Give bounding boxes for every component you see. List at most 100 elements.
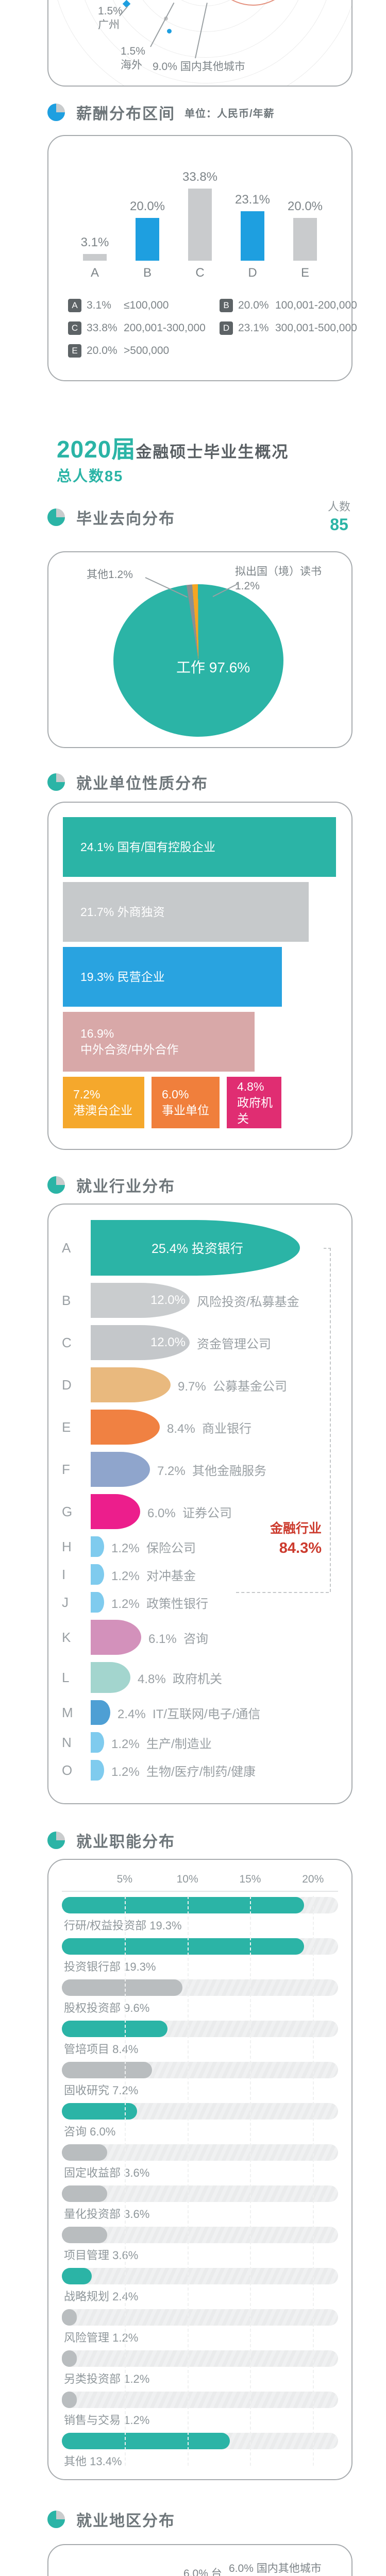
industry-row: B 12.0% 风险投资/私募基金: [62, 1283, 338, 1318]
salary-chart-card: 3.1% 20.0% 33.8% 23.1% 20.0% A B C D E A 3.1…: [47, 135, 357, 381]
industry-letter: H: [62, 1538, 72, 1554]
pie-callout-other: 其他1.2%: [87, 569, 133, 581]
bar-track: [62, 2227, 338, 2244]
bar: [188, 188, 212, 261]
legend-percent: 33.8%: [87, 322, 118, 334]
bar-rows: 行研/权益投资部 19.3% 投资银行部 19.3% 股权投资部 9.6% 管培…: [62, 1897, 338, 2469]
chart-axis: 5% 10% 15% 20%: [62, 1873, 338, 1892]
legend-letter-badge: E: [68, 344, 81, 358]
industry-petal: [91, 1760, 104, 1781]
gridline: [313, 1896, 314, 2466]
horizontal-bar-chart: 5% 10% 15% 20% 行研/权益投资部 19.3% 投资银行部 19.3% 股…: [62, 1873, 338, 2469]
function-bar-row: 管培项目 8.4%: [62, 2021, 338, 2057]
bar-category-label: C: [195, 266, 205, 280]
region-callout-overseas: 1.5% 海外: [121, 44, 145, 73]
industry-petal: 12.0%: [91, 1283, 190, 1318]
legend-item: A 3.1% ≤100,000: [68, 299, 216, 312]
headcount-badge: 人数 85: [328, 500, 350, 535]
industry-petal: [91, 1452, 150, 1487]
bar-fill: [62, 2021, 167, 2038]
bar-column: 20.0%: [129, 199, 166, 261]
function-bar-row: 战略规划 2.4%: [62, 2268, 338, 2304]
callout-name: 海外: [121, 59, 142, 72]
bar-fill: [62, 2227, 107, 2244]
finance-industry-bracket: [330, 1248, 331, 1592]
bar-fill: [62, 1938, 305, 1955]
industry-percent: 12.0%: [150, 1293, 186, 1308]
bar-track: [62, 2185, 338, 2202]
industry-row: A 25.4% 投资银行: [62, 1220, 338, 1276]
industry-letter: I: [62, 1566, 66, 1582]
functions-section-header: 就业职能分布: [47, 1829, 353, 1852]
function-bar-label: 风险管理 1.2%: [64, 2331, 139, 2345]
bar: [136, 218, 159, 261]
bar-categories: A B C D E: [63, 266, 337, 280]
industry-letter: C: [62, 1334, 72, 1350]
bar: [83, 254, 107, 261]
axis-tick: 20%: [302, 1873, 324, 1886]
function-bar-row: 销售与交易 1.2%: [62, 2392, 338, 2428]
industry-label: 1.2% 生物/医疗/制药/健康: [111, 1765, 256, 1779]
legend-letter-badge: C: [68, 321, 81, 335]
function-bar-label: 销售与交易 1.2%: [64, 2414, 150, 2427]
industry-letter: B: [62, 1292, 71, 1308]
industry-row: M 2.4% IT/互联网/电子/通信: [62, 1700, 338, 1725]
section-title: 就业地区分布: [76, 2513, 175, 2530]
bar-fill: [62, 2268, 92, 2285]
industry-section-header: 就业行业分布: [47, 1174, 353, 1196]
bar-fill: [62, 1979, 182, 1996]
industry-label: 6.0% 证券公司: [147, 1506, 232, 1520]
industry-chart-card: A 25.4% 投资银行 B 12.0% 风险投资/私募基金 C 12.0% 资…: [47, 1204, 353, 1805]
industry-letter: O: [62, 1762, 73, 1778]
pie-chart-icon: [47, 2511, 65, 2529]
function-bar-label: 项目管理 3.6%: [64, 2249, 139, 2262]
bar: [293, 218, 317, 261]
program-title: 金融硕士毕业生概况: [136, 443, 289, 461]
salary-section-header: 薪酬分布区间 单位：人民币/年薪: [47, 101, 353, 124]
bracket-connector: [236, 1592, 329, 1594]
legend-letter-badge: B: [220, 299, 233, 312]
region-callout-other-cities: 9.0% 国内其他城市: [153, 60, 245, 74]
industry-petal: [91, 1592, 104, 1613]
bar-column: 20.0%: [287, 199, 324, 261]
bar-track: [62, 2309, 338, 2326]
bar-value-label: 20.0%: [287, 199, 323, 213]
employer-block: 4.8% 政府机关: [227, 1077, 281, 1129]
function-bar-label: 固定收益部 3.6%: [64, 2166, 150, 2180]
employer-blocks-card: 24.1% 国有/国有控股企业 21.7% 外商独资 19.3% 民营企业 16.9%…: [47, 802, 353, 1150]
section-title: 就业职能分布: [76, 1834, 175, 1851]
industry-letter: F: [62, 1461, 70, 1477]
legend-item: E 20.0% >500,000: [68, 344, 216, 358]
previous-region-chart-card-partial: 1.5% 广州 1.5% 海外 9.0% 国内其他城市: [47, 0, 353, 87]
bar-fill: [62, 2392, 77, 2409]
function-bar-row: 项目管理 3.6%: [62, 2227, 338, 2263]
chart-legend: A 3.1% ≤100,000 B 20.0% 100,001-200,000 …: [68, 299, 357, 358]
industry-rows: A 25.4% 投资银行 B 12.0% 风险投资/私募基金 C 12.0% 资…: [62, 1220, 338, 1781]
industry-letter: D: [62, 1377, 72, 1393]
legend-range: ≤100,000: [124, 299, 169, 311]
function-bar-row: 股权投资部 9.6%: [62, 1979, 338, 2015]
legend-letter-badge: D: [220, 321, 233, 335]
legend-item: B 20.0% 100,001-200,000: [220, 299, 357, 312]
legend-range: >500,000: [124, 345, 170, 357]
industry-row: J 1.2% 政策性银行: [62, 1592, 338, 1613]
region-callout-taiwan: 6.0% 台湾: [183, 2568, 222, 2576]
annotation-percent: 84.3%: [279, 1540, 322, 1557]
callout-percent: 1.5%: [121, 45, 145, 57]
industry-petal: [91, 1732, 104, 1753]
function-bar-label: 咨询 6.0%: [64, 2125, 116, 2139]
employer-block: 21.7% 外商独资: [63, 882, 309, 942]
bar-track: [62, 2268, 338, 2285]
pie-chart: 其他1.2% 拟出国（境）读书1.2% 工作 97.6%: [57, 561, 343, 739]
bar-chart: 3.1% 20.0% 33.8% 23.1% 20.0%: [63, 158, 337, 261]
bar-track: [62, 2350, 338, 2367]
industry-row: K 6.1% 咨询: [62, 1620, 338, 1655]
industry-label: 7.2% 其他金融服务: [157, 1464, 267, 1478]
bracket-stub: [324, 1248, 331, 1249]
legend-range: 100,001-200,000: [275, 299, 357, 311]
legend-percent: 23.1%: [238, 322, 269, 334]
bar-fill: [62, 2144, 107, 2161]
industry-row: E 8.4% 商业银行: [62, 1410, 338, 1445]
section-title: 就业行业分布: [76, 1178, 175, 1196]
bar-column: 3.1%: [76, 235, 113, 261]
